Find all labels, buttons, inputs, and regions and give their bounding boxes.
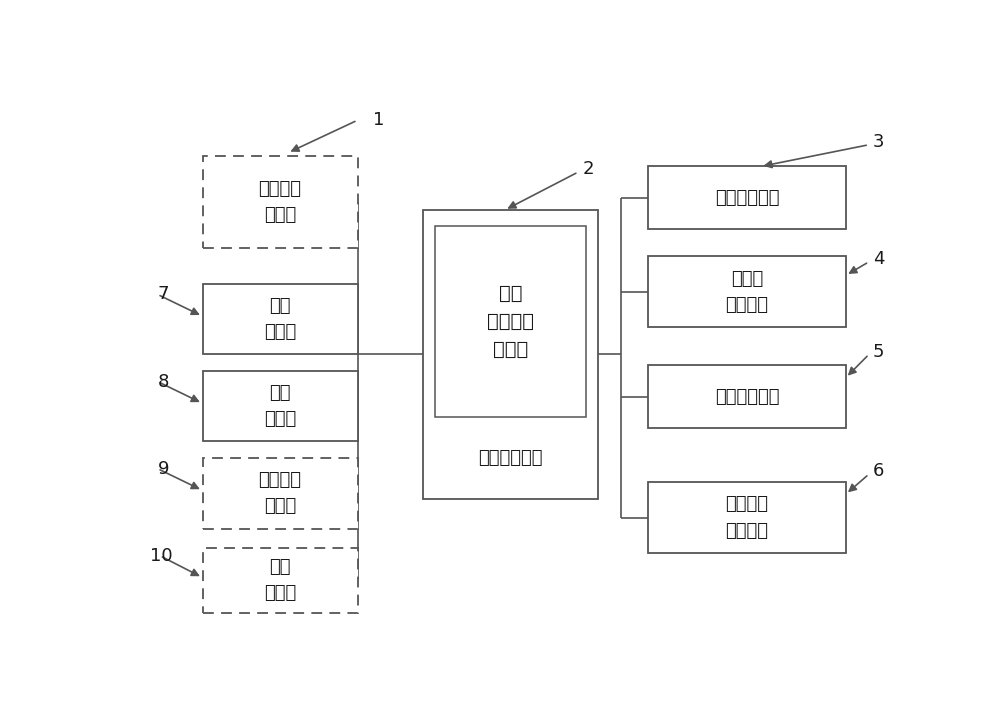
Text: 3: 3 [873, 133, 884, 151]
Bar [202, 284, 358, 354]
Text: 风向
传感器: 风向 传感器 [264, 384, 296, 428]
Text: 5: 5 [873, 343, 884, 361]
Text: 转子速度
传感器: 转子速度 传感器 [258, 471, 302, 515]
Text: 9: 9 [158, 460, 169, 478]
Bar [202, 370, 358, 441]
Text: 刹车控制系统: 刹车控制系统 [715, 189, 779, 207]
Bar [648, 257, 846, 327]
Bar [435, 226, 586, 417]
Bar [202, 547, 358, 613]
Text: 8: 8 [158, 373, 169, 390]
Text: 风机控制系统: 风机控制系统 [478, 449, 543, 467]
Text: 1: 1 [373, 111, 384, 129]
Text: 叶片
应变仪: 叶片 应变仪 [264, 558, 296, 602]
Bar [202, 156, 358, 248]
Text: 变流器
控制系统: 变流器 控制系统 [725, 269, 768, 314]
Text: 7: 7 [158, 286, 169, 303]
Text: 6: 6 [873, 462, 884, 480]
Text: 2: 2 [582, 160, 594, 178]
Text: 塔筒运动
传感器: 塔筒运动 传感器 [258, 180, 302, 224]
Text: 偏航驱动
控制系统: 偏航驱动 控制系统 [725, 496, 768, 540]
Text: 风速
传感器: 风速 传感器 [264, 297, 296, 341]
Bar [202, 457, 358, 529]
Text: 10: 10 [150, 547, 172, 565]
Bar [648, 366, 846, 428]
Text: 叶片控制系统: 叶片控制系统 [715, 387, 779, 406]
Bar [423, 210, 598, 498]
Text: 低通
偏航误差
过滤器: 低通 偏航误差 过滤器 [487, 284, 534, 359]
Text: 4: 4 [873, 250, 884, 268]
Bar [648, 167, 846, 229]
Bar [648, 482, 846, 553]
